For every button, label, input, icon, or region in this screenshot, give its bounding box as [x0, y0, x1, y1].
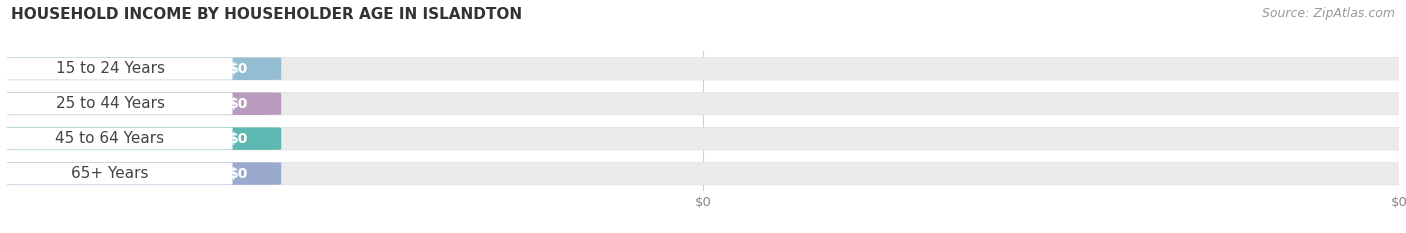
- FancyBboxPatch shape: [0, 162, 281, 185]
- Text: $0: $0: [229, 167, 249, 181]
- FancyBboxPatch shape: [0, 162, 1406, 185]
- Text: HOUSEHOLD INCOME BY HOUSEHOLDER AGE IN ISLANDTON: HOUSEHOLD INCOME BY HOUSEHOLDER AGE IN I…: [11, 7, 523, 22]
- FancyBboxPatch shape: [0, 127, 281, 150]
- Text: 25 to 44 Years: 25 to 44 Years: [55, 96, 165, 111]
- FancyBboxPatch shape: [4, 163, 232, 185]
- Text: $0: $0: [229, 97, 249, 111]
- FancyBboxPatch shape: [0, 93, 1406, 115]
- Text: Source: ZipAtlas.com: Source: ZipAtlas.com: [1261, 7, 1395, 20]
- FancyBboxPatch shape: [0, 58, 1406, 80]
- Text: 45 to 64 Years: 45 to 64 Years: [55, 131, 165, 146]
- FancyBboxPatch shape: [0, 93, 281, 115]
- FancyBboxPatch shape: [4, 58, 232, 80]
- Text: $0: $0: [229, 62, 249, 76]
- FancyBboxPatch shape: [4, 128, 232, 150]
- FancyBboxPatch shape: [4, 93, 232, 115]
- Text: $0: $0: [229, 132, 249, 146]
- FancyBboxPatch shape: [0, 127, 1406, 150]
- Text: 65+ Years: 65+ Years: [72, 166, 149, 181]
- Text: 15 to 24 Years: 15 to 24 Years: [55, 61, 165, 76]
- FancyBboxPatch shape: [0, 58, 281, 80]
